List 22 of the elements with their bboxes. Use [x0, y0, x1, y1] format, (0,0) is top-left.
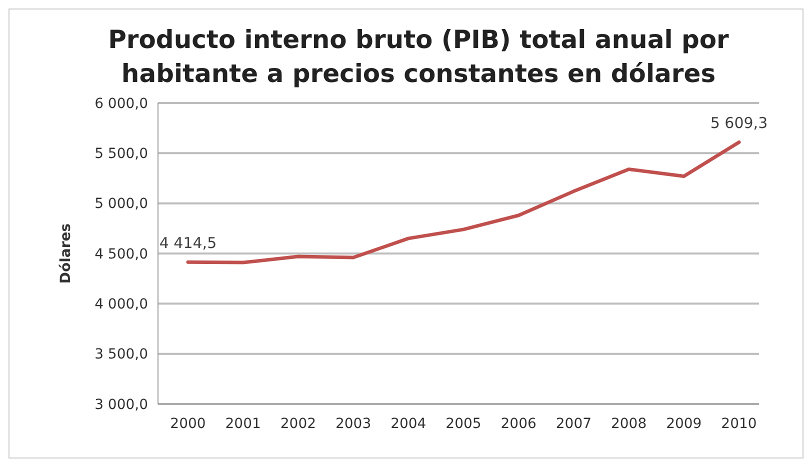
x-tick-label: 2003 [335, 416, 372, 432]
x-tick-label: 2006 [500, 416, 536, 432]
x-tick-label: 2004 [390, 416, 426, 432]
x-tick-label: 2007 [556, 416, 592, 432]
y-tick-label: 3 000,0 [94, 396, 148, 413]
y-tick-label: 5 000,0 [94, 196, 148, 212]
data-label: 5 609,3 [710, 114, 768, 132]
x-tick-label: 2010 [721, 416, 757, 432]
data-label: 4 414,5 [159, 234, 217, 252]
x-tick-label: 2009 [666, 416, 702, 432]
x-tick-label: 2008 [610, 416, 647, 432]
y-tick-label: 3 500,0 [94, 346, 148, 363]
y-tick-label: 4 000,0 [94, 296, 148, 313]
y-tick-label: 5 500,0 [94, 146, 148, 162]
x-tick-label: 2002 [280, 416, 316, 432]
x-tick-label: 2005 [446, 416, 482, 432]
y-tick-label: 4 500,0 [94, 246, 148, 262]
chart-title: Producto interno bruto (PIB) total anual por habitante a precios constantes en dólares [108, 25, 730, 88]
y-tick-label: 6 000,0 [94, 96, 148, 112]
x-tick-label: 2000 [170, 416, 206, 432]
y-axis-title: Dólares [58, 223, 74, 284]
x-tick-label: 2001 [225, 416, 261, 432]
